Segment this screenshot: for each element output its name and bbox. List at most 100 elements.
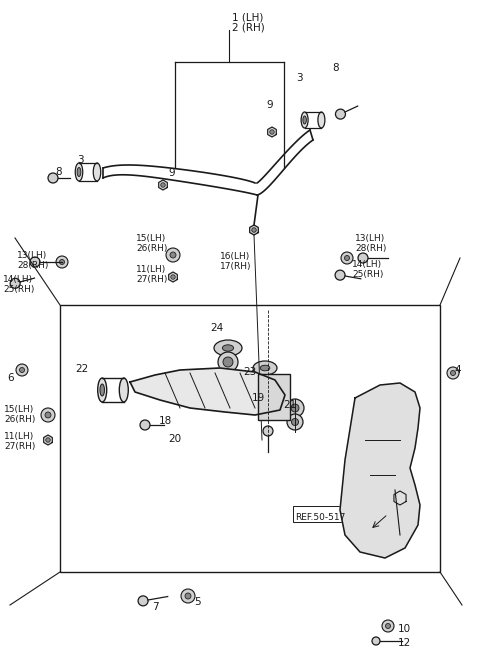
Polygon shape (44, 435, 52, 445)
Ellipse shape (301, 112, 308, 128)
Circle shape (46, 438, 50, 442)
Bar (293, 506, 388, 522)
Text: 25(RH): 25(RH) (3, 285, 35, 294)
Text: 13(LH): 13(LH) (17, 251, 47, 260)
Text: 8: 8 (55, 167, 61, 177)
Ellipse shape (98, 378, 107, 402)
Text: 16(LH): 16(LH) (220, 252, 250, 261)
Circle shape (10, 278, 20, 288)
Text: 14(LH): 14(LH) (3, 275, 33, 284)
Circle shape (291, 404, 299, 412)
Polygon shape (268, 127, 276, 137)
Ellipse shape (253, 361, 277, 375)
Circle shape (287, 414, 303, 430)
Polygon shape (340, 383, 420, 558)
Circle shape (336, 109, 346, 119)
Text: 26(RH): 26(RH) (136, 244, 168, 253)
Circle shape (286, 399, 304, 417)
Polygon shape (168, 272, 177, 282)
Circle shape (265, 391, 271, 395)
Text: 10: 10 (398, 624, 411, 634)
Text: 21: 21 (283, 400, 296, 410)
Text: 17(RH): 17(RH) (220, 262, 252, 271)
Bar (60, 305, 440, 572)
Circle shape (345, 256, 349, 260)
Text: 1 (LH): 1 (LH) (232, 12, 264, 22)
Text: 15(LH): 15(LH) (4, 405, 34, 414)
Text: 26(RH): 26(RH) (4, 415, 36, 424)
Text: 3: 3 (296, 73, 302, 83)
Text: 9: 9 (168, 168, 175, 178)
Polygon shape (250, 225, 258, 235)
Circle shape (48, 173, 58, 183)
Text: 25(RH): 25(RH) (352, 270, 384, 279)
Circle shape (138, 596, 148, 606)
Polygon shape (394, 491, 406, 505)
Text: 7: 7 (152, 602, 158, 612)
Circle shape (140, 420, 150, 430)
Polygon shape (159, 180, 168, 190)
Circle shape (397, 495, 403, 501)
Circle shape (181, 589, 195, 603)
Circle shape (358, 253, 368, 263)
Ellipse shape (93, 163, 101, 181)
Circle shape (252, 227, 256, 232)
Circle shape (263, 426, 273, 436)
Text: 27(RH): 27(RH) (4, 442, 36, 451)
Text: 15(LH): 15(LH) (136, 234, 166, 243)
Circle shape (385, 624, 391, 628)
Circle shape (372, 637, 380, 645)
Text: 20: 20 (168, 434, 181, 444)
Ellipse shape (75, 163, 83, 181)
Text: 18: 18 (159, 416, 172, 426)
Circle shape (270, 130, 274, 134)
Text: 3: 3 (77, 155, 84, 165)
Ellipse shape (120, 378, 128, 402)
Ellipse shape (214, 340, 242, 356)
Circle shape (451, 371, 456, 375)
Text: 13(LH): 13(LH) (355, 234, 385, 243)
Text: 11(LH): 11(LH) (4, 432, 34, 441)
Circle shape (335, 270, 345, 280)
Circle shape (262, 387, 274, 399)
Ellipse shape (303, 116, 306, 124)
Text: 28(RH): 28(RH) (17, 261, 48, 270)
Circle shape (185, 593, 191, 599)
Circle shape (170, 252, 176, 258)
Polygon shape (130, 368, 285, 415)
Ellipse shape (100, 384, 105, 396)
Ellipse shape (318, 112, 325, 128)
Circle shape (341, 252, 353, 264)
Text: 2 (RH): 2 (RH) (232, 22, 265, 32)
Text: 23: 23 (243, 367, 256, 377)
Text: 22: 22 (75, 364, 88, 374)
Text: 4: 4 (454, 365, 461, 375)
Circle shape (16, 364, 28, 376)
Text: 8: 8 (332, 63, 338, 73)
Circle shape (20, 367, 24, 373)
Circle shape (382, 620, 394, 632)
Text: 11(LH): 11(LH) (136, 265, 166, 274)
Circle shape (447, 367, 459, 379)
Text: 5: 5 (194, 597, 201, 607)
Circle shape (166, 248, 180, 262)
Circle shape (30, 257, 40, 267)
Circle shape (171, 275, 175, 279)
Circle shape (41, 408, 55, 422)
Bar (258, 374, 290, 420)
Text: 6: 6 (7, 373, 13, 383)
Circle shape (161, 183, 165, 187)
Text: 24: 24 (210, 323, 223, 333)
Text: 27(RH): 27(RH) (136, 275, 168, 284)
Ellipse shape (260, 365, 270, 371)
Text: 14(LH): 14(LH) (352, 260, 382, 269)
Ellipse shape (77, 167, 81, 177)
Circle shape (218, 352, 238, 372)
Text: 12: 12 (398, 638, 411, 648)
Circle shape (56, 256, 68, 268)
Text: 9: 9 (266, 100, 273, 110)
Ellipse shape (222, 345, 234, 351)
Text: REF.50-517: REF.50-517 (295, 513, 346, 522)
Circle shape (223, 357, 233, 367)
Text: 19: 19 (252, 393, 265, 403)
